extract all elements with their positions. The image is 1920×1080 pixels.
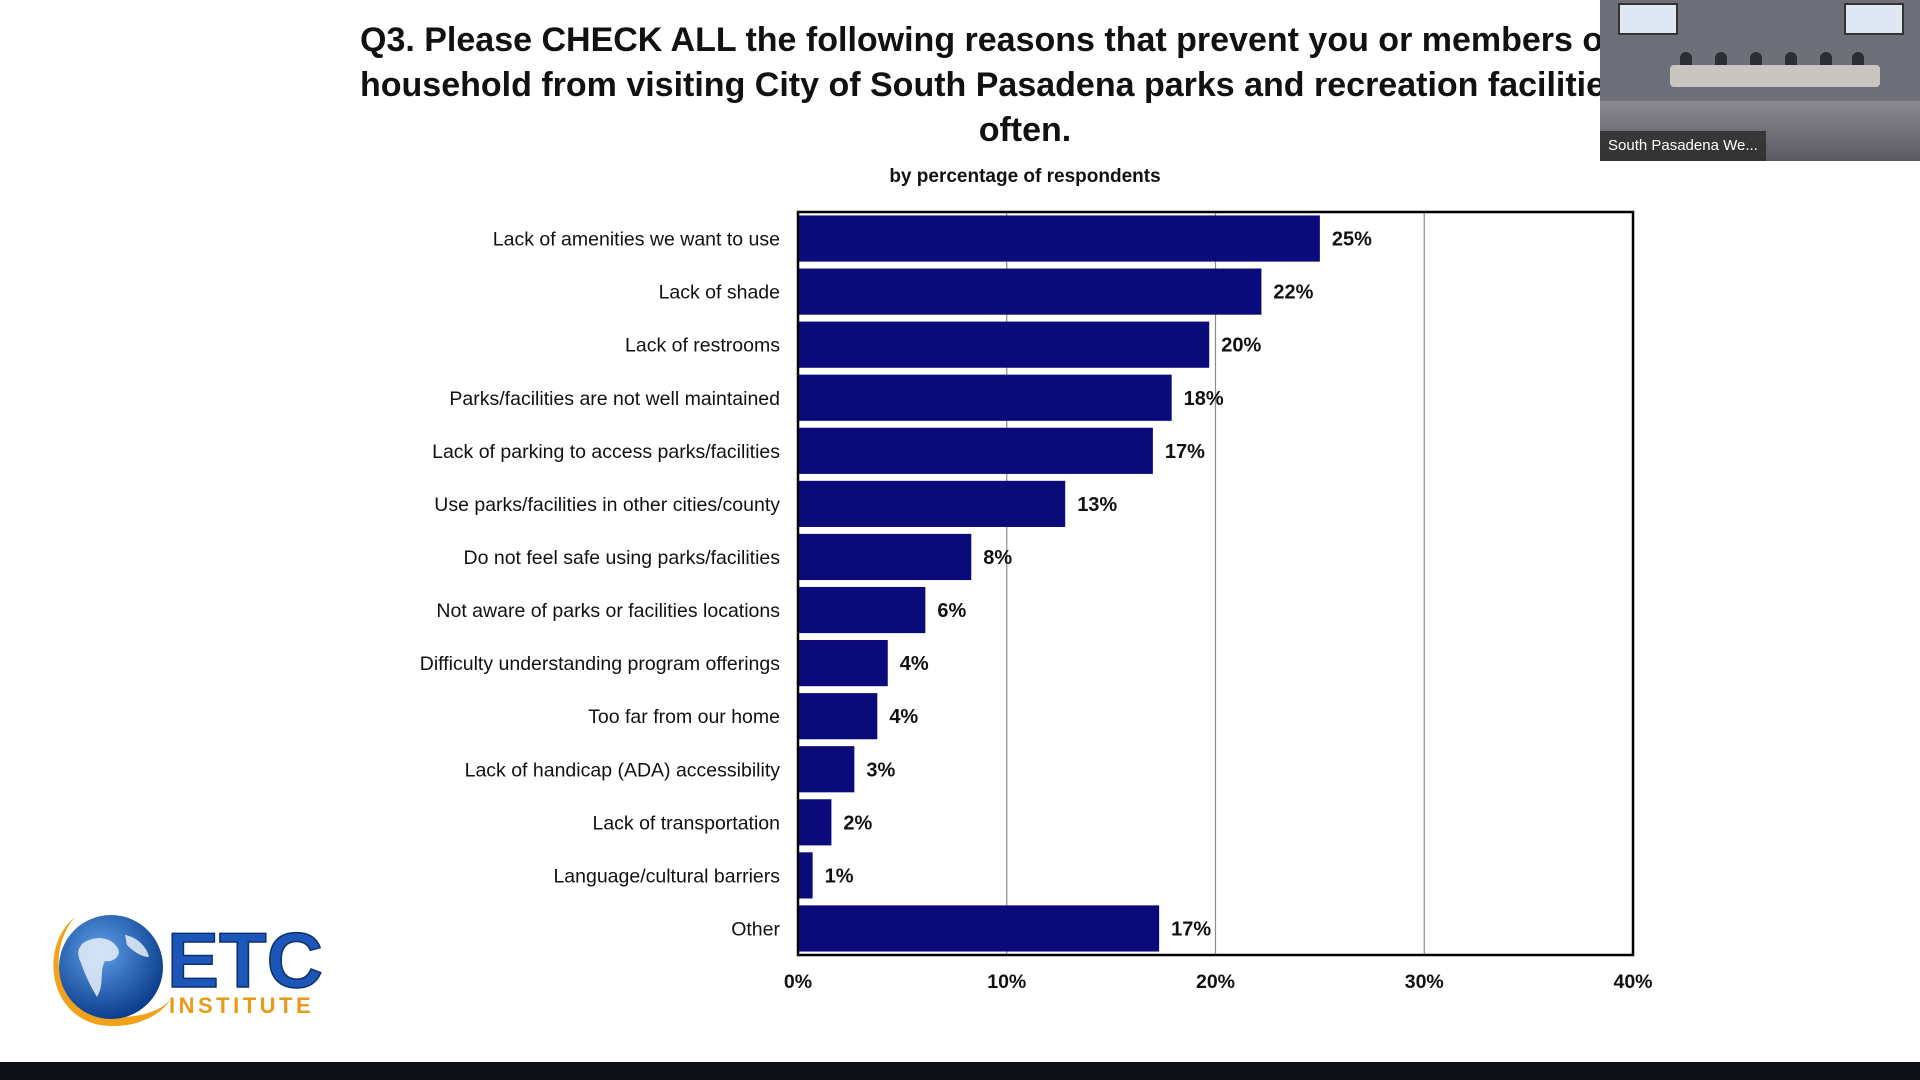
chart-title-line-1: Q3. Please CHECK ALL the following reaso… [360, 21, 1690, 59]
bar [798, 693, 878, 740]
category-label: Other [731, 918, 780, 940]
category-label: Parks/facilities are not well maintained [449, 388, 780, 410]
etc-institute-logo: ETC INSTITUTE [53, 915, 324, 1027]
participant-video-tile[interactable]: South Pasadena We... [1600, 0, 1920, 161]
logo-swoosh [53, 917, 170, 1027]
council-member [1785, 52, 1797, 66]
data-label: 22% [1273, 282, 1313, 304]
wall-monitor-left [1618, 3, 1678, 35]
bar [798, 533, 972, 581]
chart-title-line-3: often. [978, 111, 1072, 149]
council-dais [1670, 65, 1880, 87]
bar [798, 586, 926, 634]
x-tick-label: 20% [1196, 971, 1235, 993]
x-tick-label: 30% [1405, 971, 1444, 993]
bar [798, 215, 1320, 262]
council-member [1852, 52, 1864, 66]
data-label: 18% [1184, 388, 1224, 410]
bar [798, 480, 1066, 527]
data-label: 25% [1332, 229, 1372, 251]
data-label: 2% [843, 812, 872, 834]
category-label: Do not feel safe using parks/facilities [464, 547, 781, 569]
logo-wordmark: ETC [167, 916, 323, 1004]
chart-subtitle: by percentage of respondents [889, 166, 1161, 187]
category-label: Lack of transportation [592, 812, 780, 834]
category-label: Lack of handicap (ADA) accessibility [465, 759, 781, 781]
category-label: Lack of shade [659, 282, 780, 304]
council-member [1820, 52, 1832, 66]
x-tick-label: 40% [1613, 971, 1652, 993]
x-tick-label: 0% [784, 971, 812, 993]
data-label: 13% [1077, 494, 1117, 516]
council-member [1715, 52, 1727, 66]
bar [798, 640, 888, 687]
globe-continents [78, 935, 149, 997]
data-label: 17% [1171, 918, 1211, 940]
plot-frame [796, 210, 1635, 957]
video-tile-label: South Pasadena We... [1600, 131, 1766, 161]
data-label: 4% [900, 653, 929, 675]
chart-title: Q3. Please CHECK ALL the following reaso… [360, 18, 1690, 153]
globe-icon [59, 915, 163, 1019]
data-label: 4% [889, 706, 918, 728]
chart-title-line-2: household from visiting City of South Pa… [360, 66, 1690, 104]
data-label: 3% [866, 759, 895, 781]
category-label: Language/cultural barriers [553, 865, 780, 887]
data-label: 6% [937, 600, 966, 622]
meeting-bottom-bar [0, 1062, 1920, 1080]
data-label: 17% [1165, 441, 1205, 463]
bar [798, 427, 1153, 474]
council-member [1750, 52, 1762, 66]
bar [798, 799, 832, 846]
x-tick-label: 10% [987, 971, 1026, 993]
wall-monitor-right [1844, 3, 1904, 35]
data-label: 8% [983, 547, 1012, 569]
category-label: Lack of restrooms [625, 335, 780, 357]
logo-tagline: INSTITUTE [169, 993, 314, 1018]
category-label: Lack of amenities we want to use [493, 229, 780, 251]
bar [798, 746, 855, 793]
category-label: Lack of parking to access parks/faciliti… [432, 441, 780, 463]
bar [798, 852, 813, 899]
data-label: 20% [1221, 335, 1261, 357]
bar [798, 374, 1172, 421]
bar [798, 905, 1160, 952]
bar [798, 321, 1210, 368]
category-label: Use parks/facilities in other cities/cou… [434, 494, 780, 516]
category-label: Difficulty understanding program offerin… [420, 653, 780, 675]
bar [798, 268, 1262, 315]
council-member [1680, 52, 1692, 66]
category-label: Not aware of parks or facilities locatio… [436, 600, 780, 622]
category-label: Too far from our home [588, 706, 780, 728]
data-label: 1% [825, 865, 854, 887]
